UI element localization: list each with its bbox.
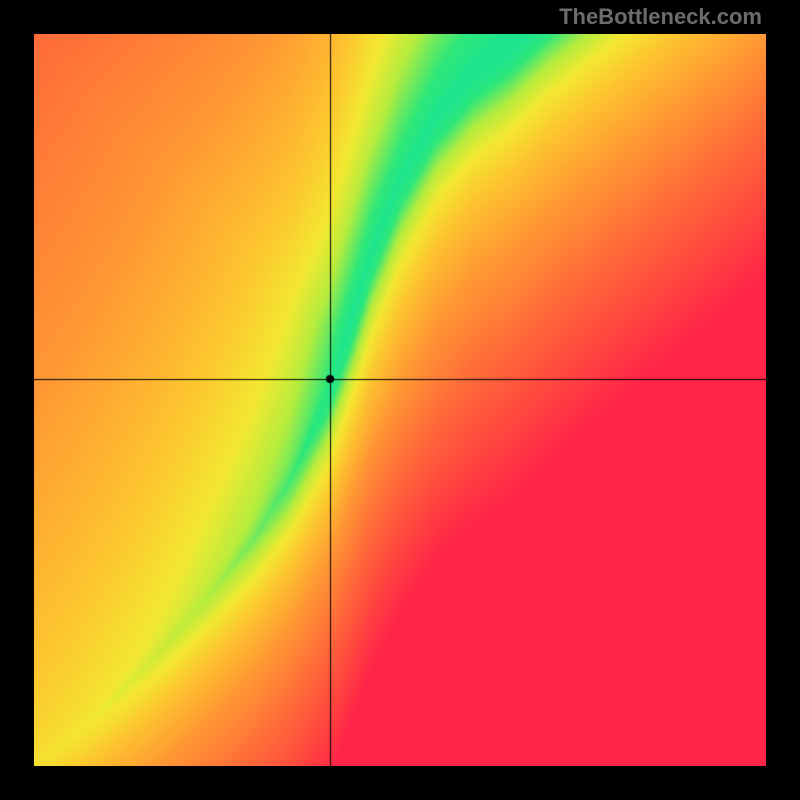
heatmap-canvas: [34, 34, 766, 766]
watermark-label: TheBottleneck.com: [559, 4, 762, 30]
heatmap-chart: [34, 34, 766, 766]
